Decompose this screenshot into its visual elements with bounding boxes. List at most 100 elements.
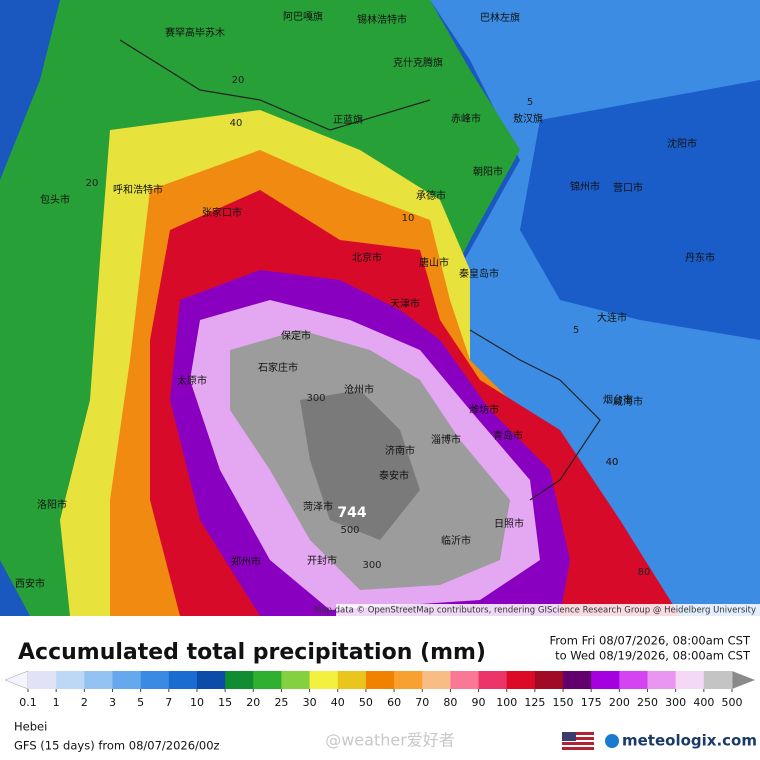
city-label: 天津市 — [390, 297, 420, 310]
colorbar-swatch — [112, 671, 142, 689]
city-label: 淄博市 — [431, 433, 461, 446]
contour-label: 20 — [86, 178, 99, 189]
colorbar-swatch — [337, 671, 367, 689]
contour-label: 5 — [527, 97, 533, 108]
colorbar-label: 150 — [553, 696, 574, 709]
contour-label: 5 — [573, 325, 579, 336]
city-label: 沧州市 — [344, 383, 374, 396]
city-label: 烟台市 — [603, 393, 633, 406]
colorbar-swatch — [56, 671, 85, 689]
city-label: 巴林左旗 — [480, 11, 520, 24]
city-label: 菏泽市 — [303, 500, 333, 513]
city-label: 营口市 — [613, 181, 643, 194]
city-label: 锡林浩特市 — [357, 13, 407, 26]
city-label: 威海市 — [613, 395, 643, 408]
city-label: 包头市 — [40, 193, 70, 206]
city-label: 正蓝旗 — [333, 113, 363, 126]
city-label: 青岛市 — [493, 429, 523, 442]
city-label: 太原市 — [177, 374, 207, 387]
northeast-area — [520, 80, 760, 340]
city-label: 郑州市 — [231, 555, 261, 568]
city-label: 秦皇岛市 — [459, 267, 499, 280]
city-label: 日照市 — [494, 517, 524, 530]
legend-title: Accumulated total precipitation (mm) — [18, 640, 486, 665]
colorbar-label: 250 — [637, 696, 658, 709]
colorbar-swatch — [365, 671, 395, 689]
colorbar-label: 90 — [472, 696, 486, 709]
city-label: 洛阳市 — [37, 498, 67, 511]
colorbar-label: 20 — [246, 696, 260, 709]
colorbar-over — [732, 671, 755, 689]
colorbar-label: 3 — [109, 696, 116, 709]
colorbar-swatch — [281, 671, 311, 689]
brand: meteologix.com — [622, 732, 757, 750]
city-label: 石家庄市 — [258, 361, 298, 374]
city-label: 丹东市 — [685, 251, 715, 264]
contour-label: 20 — [232, 75, 245, 86]
city-label: 唐山市 — [419, 256, 449, 269]
colorbar-swatch — [168, 671, 198, 689]
colorbar-swatch — [619, 671, 649, 689]
colorbar-swatch — [309, 671, 339, 689]
watermark: @weather爱好者 — [325, 731, 455, 750]
contour-label: 300 — [362, 560, 381, 571]
colorbar-label: 60 — [387, 696, 401, 709]
city-label: 大连市 — [597, 311, 627, 324]
colorbar-label: 2 — [81, 696, 88, 709]
city-label: 泰安市 — [379, 469, 409, 482]
colorbar-label: 70 — [415, 696, 429, 709]
contour-label: 10 — [402, 213, 415, 224]
colorbar-label: 30 — [303, 696, 317, 709]
colorbar-swatch — [422, 671, 451, 689]
colorbar-swatch — [140, 671, 170, 689]
flag — [562, 732, 594, 750]
city-label: 潍坊市 — [469, 403, 499, 416]
colorbar-swatch — [196, 671, 226, 689]
colorbar-label: 500 — [722, 696, 743, 709]
city-label: 西安市 — [15, 577, 45, 590]
city-label: 临沂市 — [441, 534, 471, 547]
colorbar-swatch — [506, 671, 536, 689]
colorbar-swatch — [703, 671, 733, 689]
city-label: 济南市 — [385, 444, 415, 457]
colorbar-swatch — [253, 671, 282, 689]
brand-logo — [605, 734, 619, 748]
contour-label: 300 — [306, 393, 325, 404]
period-to: to Wed 08/19/2026, 08:00am CST — [555, 649, 751, 663]
max-zone — [300, 390, 420, 540]
colorbar-swatch — [84, 671, 113, 689]
colorbar-label: 5 — [137, 696, 144, 709]
colorbar-label: 175 — [581, 696, 602, 709]
colorbar-swatch — [591, 671, 620, 689]
city-label: 保定市 — [281, 329, 311, 342]
colorbar-swatch — [563, 671, 592, 689]
colorbar-label: 400 — [693, 696, 714, 709]
city-label: 阿巴嘎旗 — [283, 10, 323, 23]
period-from: From Fri 08/07/2026, 08:00am CST — [550, 634, 751, 648]
colorbar-label: 300 — [665, 696, 686, 709]
colorbar-label: 200 — [609, 696, 630, 709]
colorbar-label: 7 — [165, 696, 172, 709]
contour-label: 40 — [230, 118, 243, 129]
model-info: GFS (15 days) from 08/07/2026/00z — [14, 739, 220, 753]
colorbar-label: 25 — [274, 696, 288, 709]
region: Hebei — [14, 720, 47, 734]
colorbar-label: 10 — [190, 696, 204, 709]
border-lines — [119, 39, 601, 501]
colorbar-label: 125 — [524, 696, 545, 709]
colorbar-label: 15 — [218, 696, 232, 709]
colorbar-label: 80 — [443, 696, 457, 709]
city-label: 朝阳市 — [473, 165, 503, 178]
city-label: 承德市 — [416, 189, 446, 202]
colorbar-swatch — [28, 671, 57, 689]
city-label: 张家口市 — [202, 206, 242, 219]
city-label: 赤峰市 — [451, 112, 481, 125]
colorbar-label: 40 — [331, 696, 345, 709]
colorbar-swatch — [478, 671, 508, 689]
city-label: 赛罕高毕苏木 — [165, 26, 225, 39]
contour-label: 40 — [606, 457, 619, 468]
colorbar-label: 0.1 — [19, 696, 37, 709]
attribution-bg — [336, 604, 760, 616]
